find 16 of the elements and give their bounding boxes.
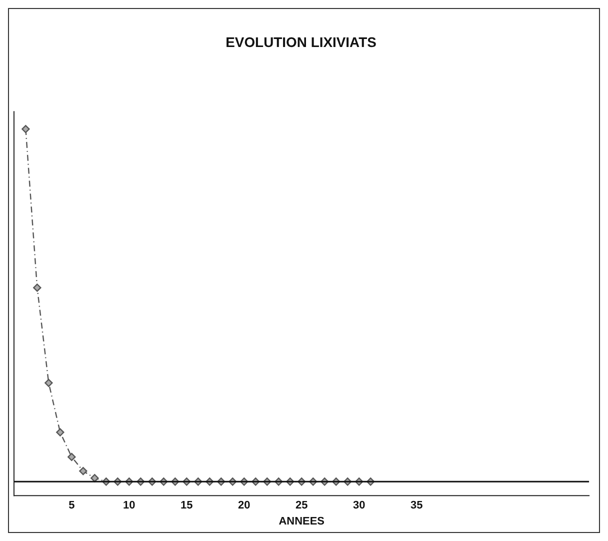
point: [68, 452, 76, 462]
x-tick-label: 20: [238, 499, 250, 512]
chart-title: EVOLUTION LIXIVIATS: [226, 34, 376, 50]
point: [44, 378, 53, 387]
point: [56, 428, 64, 436]
x-tick-label: 35: [410, 499, 423, 512]
point: [79, 466, 88, 476]
x-tick-label: 10: [123, 499, 136, 512]
point: [90, 474, 99, 482]
x-tick-label: 5: [68, 499, 75, 512]
x-tick-label: 15: [180, 499, 193, 512]
x-tick-label: 30: [353, 499, 366, 512]
x-tick-label: 25: [296, 499, 308, 512]
x-axis-title: ANNEES: [278, 515, 324, 528]
point: [22, 124, 30, 134]
point: [33, 284, 42, 292]
